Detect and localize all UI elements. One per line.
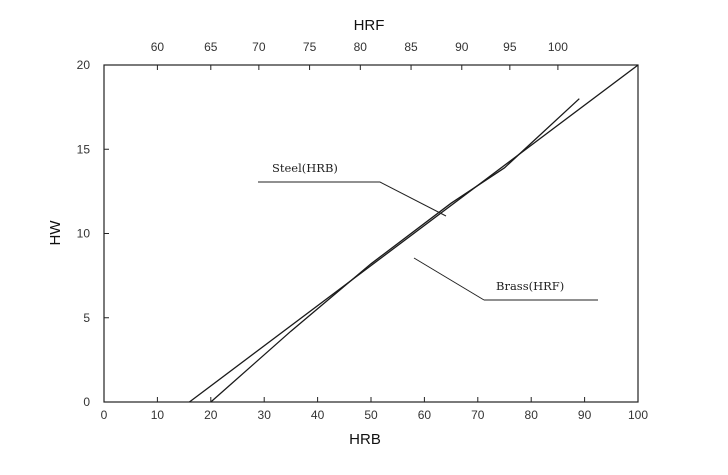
- x-tick-label: 90: [578, 408, 592, 422]
- annotation-leader-brass-diagonal: [413, 257, 485, 301]
- top-axis-title: HRF: [354, 17, 385, 34]
- x-tick-label: 20: [204, 408, 218, 422]
- x-tick-label: 30: [258, 408, 272, 422]
- x-tick-label: 0: [101, 408, 108, 422]
- x-tick-label: 50: [364, 408, 378, 422]
- top-tick-label: 80: [354, 40, 368, 54]
- y-tick-label: 0: [83, 395, 90, 409]
- annotation-steel-label: Steel(HRB): [272, 161, 338, 175]
- top-tick-label: 95: [503, 40, 517, 54]
- top-tick-label: 75: [303, 40, 317, 54]
- series-line-brass: [210, 98, 580, 403]
- x-tick-label: 100: [628, 408, 648, 422]
- x-tick-label: 10: [151, 408, 165, 422]
- annotation-brass-label: Brass(HRF): [496, 279, 564, 293]
- y-axis-title: HW: [47, 220, 64, 246]
- annotation-leader-steel-diagonal: [379, 181, 447, 217]
- x-tick-label: 60: [418, 408, 432, 422]
- y-axis-ticks: 0 5 10 15 20: [77, 58, 109, 409]
- top-tick-label: 70: [252, 40, 266, 54]
- top-tick-label: 85: [404, 40, 418, 54]
- top-axis-ticks: 60 65 70 75 80 85 90 95 100: [151, 40, 568, 70]
- y-tick-label: 15: [77, 142, 91, 156]
- y-tick-label: 10: [77, 227, 91, 241]
- plot-frame: [103, 64, 639, 403]
- x-axis-ticks: 0 10 20 30 40 50 60 70 80 90 100: [101, 397, 648, 422]
- top-tick-label: 100: [548, 40, 568, 54]
- series-layer: [189, 64, 639, 403]
- y-tick-label: 20: [77, 58, 91, 72]
- x-tick-label: 80: [525, 408, 539, 422]
- y-tick-label: 5: [83, 311, 90, 325]
- top-tick-label: 65: [204, 40, 218, 54]
- top-tick-label: 60: [151, 40, 165, 54]
- x-tick-label: 70: [471, 408, 485, 422]
- x-tick-label: 40: [311, 408, 325, 422]
- series-line-steel: [189, 64, 639, 403]
- annotation-layer: Steel(HRB) Brass(HRF): [258, 161, 598, 301]
- x-axis-title: HRB: [349, 431, 381, 448]
- top-tick-label: 90: [455, 40, 469, 54]
